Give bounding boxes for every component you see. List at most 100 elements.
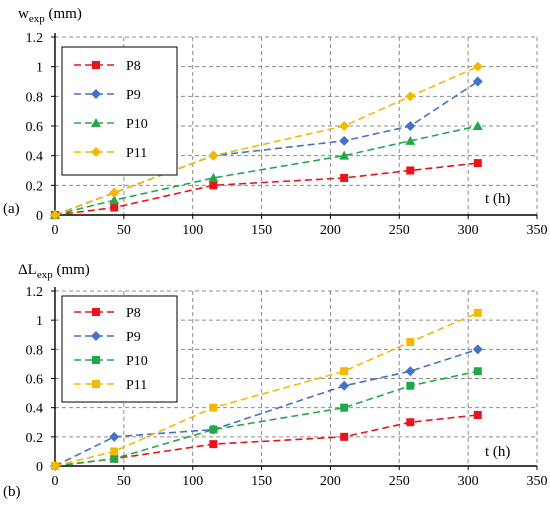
x-tick-label: 0 [52, 223, 59, 238]
y-axis-title-subscript: exp [29, 13, 45, 25]
data-point-p10 [406, 381, 415, 390]
legend-box [61, 46, 178, 176]
data-point-p10 [405, 135, 416, 145]
y-axis-title: wexp (mm) [18, 6, 82, 25]
data-point-p10 [473, 367, 482, 376]
data-point-p9 [472, 344, 483, 355]
series-line-p9 [54, 348, 479, 467]
x-tick-label: 100 [182, 474, 203, 489]
legend: P8 P9 P10 P11 [61, 295, 178, 403]
y-axis-title-main: ΔL [18, 262, 37, 278]
legend: P8 P9 P10 P11 [61, 46, 178, 176]
data-point-p11 [406, 338, 415, 347]
series-line-p10 [54, 125, 478, 216]
x-axis-title: t (h) [485, 191, 510, 207]
legend-marker-p11 [92, 380, 100, 388]
data-point-p10 [208, 172, 219, 182]
data-point-p8 [473, 410, 482, 419]
y-axis-title-main: w [18, 6, 29, 22]
data-point-p10 [472, 121, 483, 130]
data-point-p11 [51, 462, 59, 470]
legend-label-p8: P8 [126, 59, 141, 74]
panel-label: (b) [3, 484, 21, 500]
y-tick-label: 0.2 [26, 431, 44, 446]
y-tick-label: 0.2 [26, 179, 44, 194]
data-point-p8 [110, 203, 119, 212]
data-point-p11 [340, 367, 349, 376]
legend-marker-p9 [91, 89, 101, 99]
series-line-p11 [54, 312, 479, 467]
series-p11 [50, 61, 483, 220]
data-point-p11 [405, 91, 416, 102]
legend-box [61, 295, 178, 403]
data-point-p8 [209, 181, 218, 190]
y-tick-label: 0.8 [26, 343, 44, 358]
legend-label-p9: P9 [126, 88, 141, 103]
y-tick-label: 0.4 [26, 402, 44, 417]
series-p11 [51, 308, 482, 470]
x-tick-label: 100 [182, 223, 203, 238]
data-point-p9 [339, 380, 350, 391]
data-point-p10 [109, 195, 120, 205]
data-point-p9 [405, 366, 416, 377]
x-tick-label: 200 [320, 223, 341, 238]
y-tick-label: 0.6 [26, 373, 44, 388]
series-line-p10 [54, 370, 478, 467]
y-axis-title-unit: (mm) [53, 262, 90, 278]
data-point-p8 [473, 159, 482, 168]
x-tick-label: 350 [527, 474, 548, 489]
y-axis-title-unit: (mm) [45, 6, 82, 22]
legend-label-p10: P10 [126, 354, 148, 369]
y-tick-label: 1.2 [26, 285, 44, 300]
legend-marker-p8 [92, 61, 100, 69]
legend-label-p8: P8 [126, 306, 141, 321]
y-tick-label: 0 [36, 460, 43, 475]
series-line-p11 [54, 65, 479, 216]
series-line-p8 [54, 162, 478, 216]
data-point-p11 [472, 61, 483, 72]
series-line-p9 [54, 80, 479, 216]
x-tick-label: 350 [527, 223, 548, 238]
data-point-p11 [473, 308, 482, 317]
x-tick-label: 50 [117, 223, 131, 238]
legend-marker-p8 [92, 308, 100, 316]
panel-label: (a) [3, 201, 20, 217]
legend-marker-p11 [91, 147, 101, 157]
x-tick-label: 250 [389, 223, 410, 238]
x-tick-label: 300 [458, 474, 479, 489]
y-tick-label: 0.4 [26, 150, 44, 165]
data-point-p10 [209, 425, 218, 434]
y-tick-label: 0.6 [26, 120, 44, 135]
x-tick-label: 50 [117, 474, 131, 489]
legend-label-p11: P11 [126, 378, 147, 393]
data-point-p11 [109, 187, 120, 198]
y-tick-label: 0.8 [26, 90, 44, 105]
data-point-p8 [340, 432, 349, 441]
y-tick-label: 1 [36, 314, 43, 329]
data-point-p10 [340, 403, 349, 412]
data-point-p11 [110, 447, 119, 456]
data-point-p11 [208, 150, 219, 161]
data-point-p10 [339, 150, 350, 160]
x-tick-label: 0 [52, 474, 59, 489]
data-point-p8 [209, 440, 218, 449]
x-tick-label: 250 [389, 474, 410, 489]
legend-label-p10: P10 [126, 117, 148, 132]
panel-a: 0 50 100 150 200 250 300 350 0 0.2 0.4 0.6 0.8 1 1.2 we… [3, 6, 548, 238]
data-point-p11 [50, 210, 60, 220]
x-tick-label: 300 [458, 223, 479, 238]
legend-marker-p9 [91, 331, 101, 341]
legend-marker-p10 [92, 356, 100, 364]
data-point-p8 [340, 173, 349, 182]
y-axis-title: ΔLexp (mm) [18, 262, 90, 281]
data-point-p8 [406, 166, 415, 175]
y-tick-label: 1 [36, 61, 43, 76]
series-line-p8 [54, 414, 478, 467]
data-point-p10 [110, 454, 119, 463]
x-tick-label: 150 [251, 223, 272, 238]
x-tick-label: 200 [320, 474, 341, 489]
panel-b: 0 50 100 150 200 250 300 350 0 0.2 0.4 0.6 0.8 1 1.2 ΔL… [3, 262, 548, 500]
data-point-p11 [209, 403, 218, 412]
y-tick-label: 0 [36, 209, 43, 224]
